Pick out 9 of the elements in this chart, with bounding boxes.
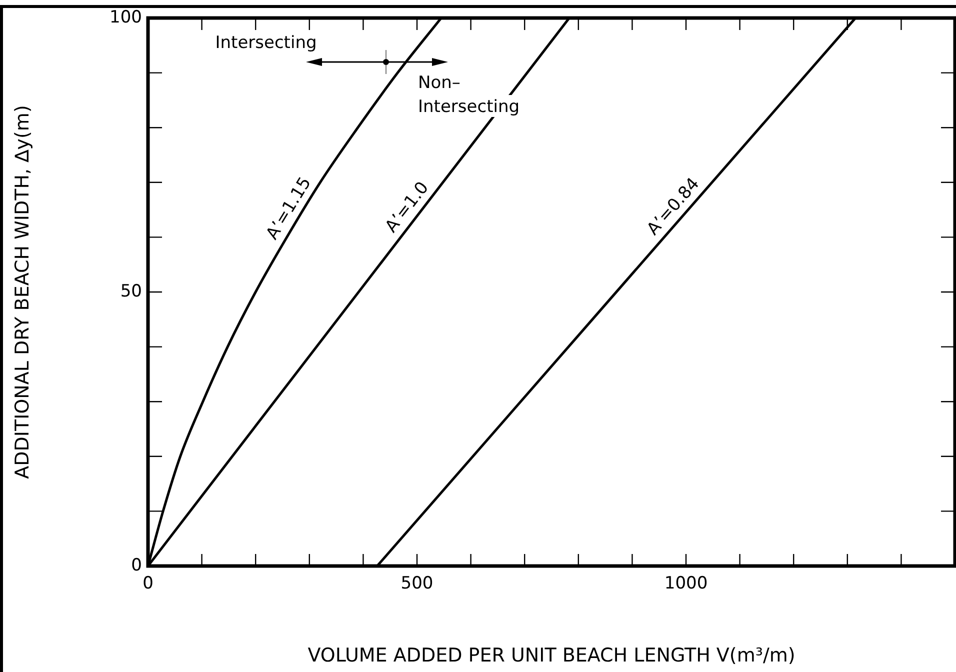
x-tick-label: 500 bbox=[400, 574, 434, 594]
annotation: Intersecting bbox=[215, 33, 317, 53]
y-tick-label: 100 bbox=[110, 7, 142, 28]
annotation: Non– Intersecting bbox=[418, 73, 520, 117]
x-tick-label: 1000 bbox=[664, 574, 708, 594]
y-axis-title: ADDITIONAL DRY BEACH WIDTH, ∆y(m) bbox=[11, 105, 34, 479]
y-tick-label: 0 bbox=[131, 555, 142, 576]
x-axis-title: VOLUME ADDED PER UNIT BEACH LENGTH V(m³/m) bbox=[308, 644, 796, 667]
y-tick-label: 50 bbox=[120, 281, 142, 302]
